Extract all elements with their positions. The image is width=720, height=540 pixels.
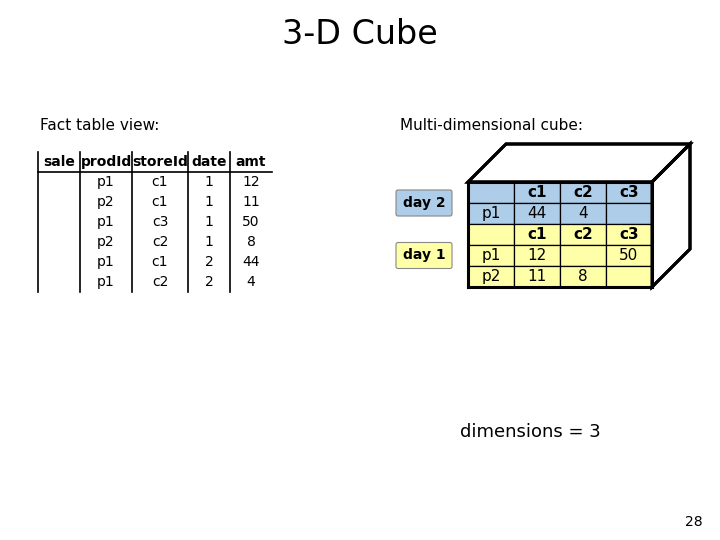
- Text: 3-D Cube: 3-D Cube: [282, 18, 438, 51]
- Bar: [560, 203, 606, 224]
- Text: c2: c2: [152, 235, 168, 249]
- Text: c2: c2: [573, 185, 593, 200]
- Text: amt: amt: [235, 155, 266, 169]
- Bar: [560, 224, 606, 245]
- Text: p1: p1: [481, 248, 500, 263]
- Text: 1: 1: [204, 195, 213, 209]
- Text: dimensions = 3: dimensions = 3: [459, 423, 600, 441]
- FancyBboxPatch shape: [396, 190, 452, 216]
- Text: 8: 8: [246, 235, 256, 249]
- Text: 1: 1: [204, 215, 213, 229]
- Bar: [514, 245, 560, 266]
- Bar: [560, 245, 606, 266]
- Text: 4: 4: [578, 206, 588, 221]
- Text: c1: c1: [152, 255, 168, 269]
- Text: 8: 8: [578, 269, 588, 284]
- Bar: [606, 224, 652, 245]
- Text: p2: p2: [481, 269, 500, 284]
- Polygon shape: [652, 144, 690, 287]
- Text: prodId: prodId: [81, 155, 132, 169]
- Text: p1: p1: [97, 275, 115, 289]
- Text: c1: c1: [527, 185, 546, 200]
- Text: 4: 4: [247, 275, 256, 289]
- Text: c3: c3: [619, 185, 639, 200]
- Bar: [468, 245, 514, 266]
- Bar: [514, 203, 560, 224]
- Text: 50: 50: [619, 248, 639, 263]
- Bar: [468, 203, 514, 224]
- Bar: [560, 182, 606, 203]
- FancyBboxPatch shape: [396, 242, 452, 268]
- Bar: [606, 266, 652, 287]
- Text: 12: 12: [242, 175, 260, 189]
- Text: Fact table view:: Fact table view:: [40, 118, 159, 132]
- Text: sale: sale: [43, 155, 75, 169]
- Bar: [514, 224, 560, 245]
- Text: 11: 11: [527, 269, 546, 284]
- Bar: [514, 182, 560, 203]
- Text: c1: c1: [527, 227, 546, 242]
- Text: 1: 1: [204, 235, 213, 249]
- Text: date: date: [192, 155, 227, 169]
- Text: day 2: day 2: [402, 196, 445, 210]
- Bar: [606, 245, 652, 266]
- Bar: [468, 266, 514, 287]
- Text: c1: c1: [152, 175, 168, 189]
- Text: day 1: day 1: [402, 248, 445, 262]
- Bar: [606, 182, 652, 203]
- Text: p2: p2: [97, 195, 114, 209]
- Bar: [514, 266, 560, 287]
- Text: 2: 2: [204, 275, 213, 289]
- Text: 1: 1: [204, 175, 213, 189]
- Text: c2: c2: [573, 227, 593, 242]
- Text: p1: p1: [481, 206, 500, 221]
- Text: p1: p1: [97, 255, 115, 269]
- Text: 12: 12: [527, 248, 546, 263]
- Text: c3: c3: [619, 227, 639, 242]
- Bar: [560, 266, 606, 287]
- Polygon shape: [468, 144, 690, 182]
- Text: p1: p1: [97, 175, 115, 189]
- Text: 11: 11: [242, 195, 260, 209]
- Bar: [468, 224, 514, 245]
- Text: c2: c2: [152, 275, 168, 289]
- Text: 44: 44: [242, 255, 260, 269]
- Text: c1: c1: [152, 195, 168, 209]
- Text: p2: p2: [97, 235, 114, 249]
- Text: 50: 50: [242, 215, 260, 229]
- Text: p1: p1: [97, 215, 115, 229]
- Bar: [606, 203, 652, 224]
- Text: 2: 2: [204, 255, 213, 269]
- Bar: [468, 182, 514, 203]
- Text: 44: 44: [527, 206, 546, 221]
- Text: Multi-dimensional cube:: Multi-dimensional cube:: [400, 118, 583, 132]
- Text: c3: c3: [152, 215, 168, 229]
- Text: 28: 28: [685, 515, 703, 529]
- Text: storeId: storeId: [132, 155, 188, 169]
